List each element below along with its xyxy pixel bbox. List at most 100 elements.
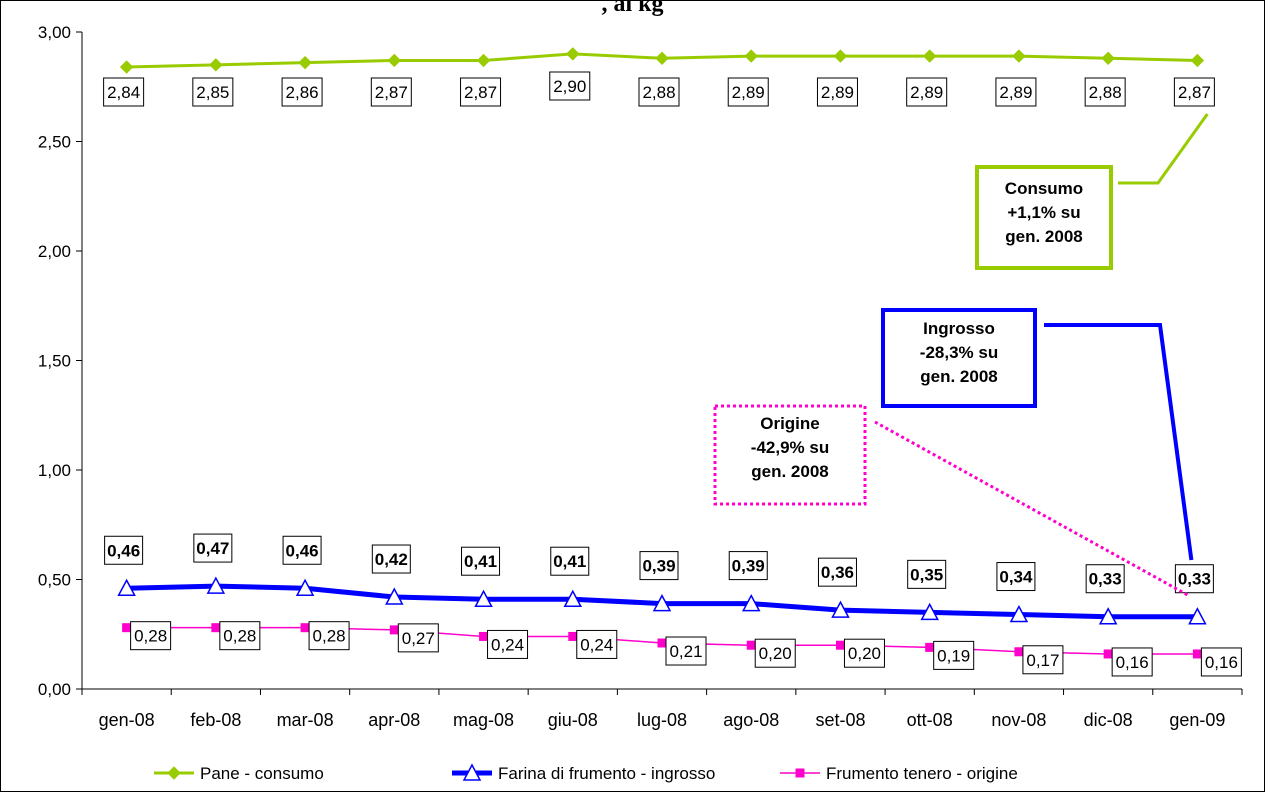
annotation-leader: [1118, 113, 1209, 185]
series-2-marker: [1098, 607, 1118, 625]
data-label: 0,47: [196, 539, 229, 558]
data-label-box: [728, 551, 768, 581]
annotation-text: +1,1% su: [1007, 203, 1080, 222]
data-label-box: [1084, 77, 1126, 107]
series-3-marker: [1014, 647, 1024, 657]
data-label: 2,87: [1178, 83, 1211, 102]
data-label: 0,34: [999, 568, 1033, 587]
x-tick-label: dic-08: [1084, 710, 1133, 730]
data-label: 0,46: [107, 541, 140, 560]
data-label: 0,28: [223, 627, 256, 646]
data-label: 0,42: [375, 550, 408, 569]
data-label-box: [817, 557, 857, 587]
series-1-marker: [744, 49, 758, 63]
x-tick-label: apr-08: [368, 710, 420, 730]
y-tick-label: 0,00: [38, 680, 71, 699]
data-label-box: [550, 546, 590, 576]
data-label-box: [727, 77, 769, 107]
data-label: 0,41: [464, 552, 497, 571]
series-1-marker: [476, 53, 491, 68]
data-label: 0,21: [669, 642, 702, 661]
legend-label: Frumento tenero - origine: [826, 764, 1018, 783]
data-label-box: [816, 77, 858, 107]
data-label: 0,16: [1116, 653, 1149, 672]
annotation-text: -28,3% su: [920, 343, 998, 362]
chart-title: , al kg: [601, 0, 664, 17]
legend-marker: [795, 768, 805, 778]
series-1-marker: [1012, 49, 1026, 63]
series-2-marker: [385, 587, 404, 605]
data-label: 0,39: [642, 557, 675, 576]
x-tick-label: set-08: [815, 710, 865, 730]
data-label: 2,88: [642, 83, 675, 102]
annotation-text: gen. 2008: [920, 367, 998, 386]
series-3-marker: [122, 623, 132, 633]
y-tick-label: 1,00: [38, 461, 71, 480]
data-label-box: [639, 551, 679, 581]
y-tick-label: 1,50: [38, 352, 71, 371]
series-1-marker: [298, 55, 312, 70]
series-2-marker: [117, 578, 136, 597]
y-tick-label: 2,00: [38, 242, 71, 261]
series-3-marker: [568, 631, 578, 641]
data-label-box: [995, 77, 1037, 107]
data-label: 2,89: [999, 83, 1032, 102]
data-label: 2,86: [286, 83, 319, 102]
data-label-box: [370, 77, 412, 107]
data-label-box: [907, 559, 947, 589]
data-label: 0,33: [1178, 570, 1211, 589]
data-label: 2,89: [910, 83, 943, 102]
data-label-box: [933, 640, 975, 670]
data-label: 2,89: [732, 83, 765, 102]
x-tick-label: gen-08: [99, 710, 155, 730]
annotation-text: -42,9% su: [751, 438, 829, 457]
series-1-marker: [387, 53, 402, 68]
series-3-marker: [211, 623, 221, 633]
data-label: 0,28: [134, 627, 167, 646]
data-label: 0,28: [313, 627, 346, 646]
data-label-box: [1200, 647, 1242, 677]
legend-label: Farina di frumento - ingrosso: [498, 764, 715, 783]
data-label-box: [397, 623, 439, 653]
series-2-marker: [652, 593, 672, 612]
annotation-text: gen. 2008: [1005, 227, 1083, 246]
data-label: 0,24: [580, 635, 613, 654]
data-label-box: [219, 621, 261, 651]
data-label-box: [282, 535, 322, 565]
x-tick-label: ago-08: [723, 710, 779, 730]
series-3-marker: [1103, 649, 1113, 659]
x-tick-label: ott-08: [907, 710, 953, 730]
data-label-box: [1174, 564, 1214, 594]
data-label-box: [576, 629, 618, 659]
annotation-leader: [1044, 323, 1194, 561]
series-3-marker: [300, 623, 310, 633]
series-3-marker: [657, 638, 667, 648]
series-1-marker: [1101, 51, 1115, 65]
series-1-marker: [833, 49, 848, 63]
series-2-marker: [831, 600, 850, 618]
data-label: 0,27: [402, 629, 435, 648]
annotation-box: [975, 165, 1113, 270]
y-tick-label: 0,50: [38, 571, 71, 590]
data-label-box: [193, 533, 233, 563]
data-label: 0,46: [286, 541, 319, 560]
series-1-marker: [922, 49, 937, 63]
data-label: 0,20: [759, 644, 792, 663]
data-label: 2,87: [464, 83, 497, 102]
annotation-text: Origine: [760, 414, 820, 433]
data-label-box: [754, 638, 796, 668]
annotation-text: gen. 2008: [751, 462, 829, 481]
data-label-box: [638, 77, 680, 107]
annotation-box: [881, 308, 1037, 408]
series-3-marker: [1192, 649, 1202, 659]
data-label-box: [103, 77, 145, 107]
series-2-marker: [295, 578, 315, 597]
data-label-box: [104, 535, 144, 565]
x-tick-label: mag-08: [453, 710, 514, 730]
data-label-box: [130, 621, 172, 651]
legend-marker: [462, 763, 482, 781]
data-label: 0,33: [1089, 570, 1122, 589]
series-2-marker: [563, 589, 583, 607]
data-label-box: [192, 77, 234, 107]
series-2-marker: [206, 576, 226, 594]
